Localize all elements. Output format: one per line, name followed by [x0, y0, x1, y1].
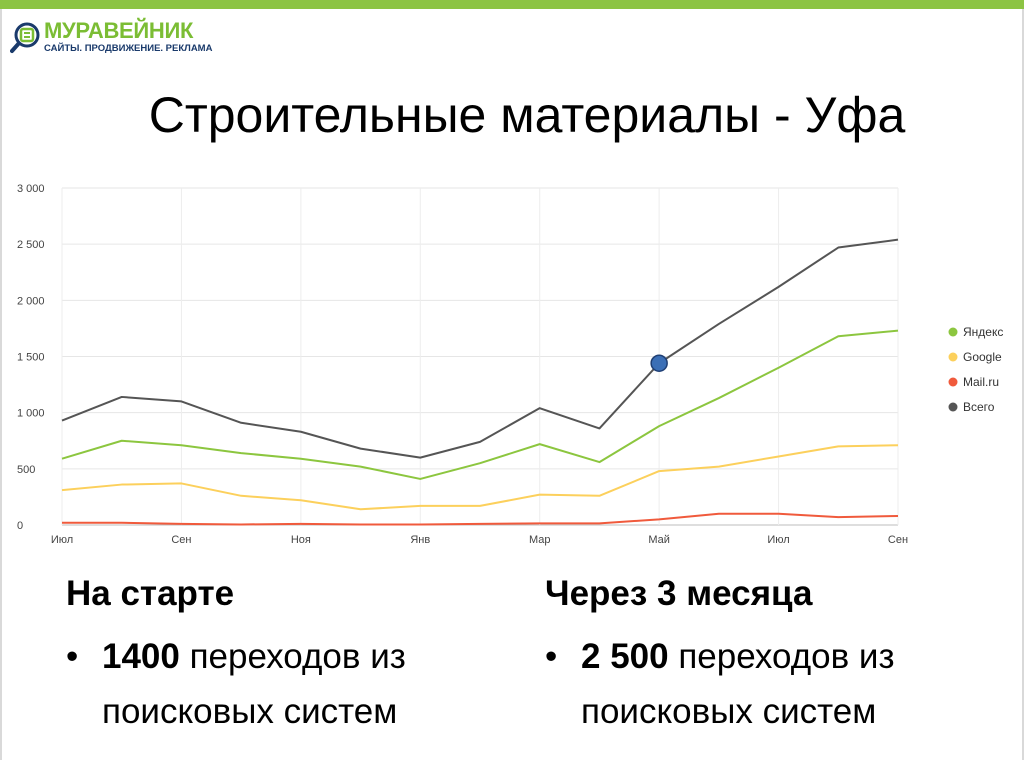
- start-line1-text: переходов из: [179, 637, 406, 676]
- slide-frame-right: [1022, 9, 1024, 760]
- x-tick-label: Сен: [888, 534, 908, 546]
- x-tick-label: Июл: [51, 534, 73, 546]
- after-bold-value: 2 500: [581, 637, 669, 676]
- bullet-icon: •: [545, 637, 558, 676]
- legend-swatch: [948, 402, 958, 412]
- highlight-point: [650, 354, 668, 372]
- y-axis-ticks: 0 500 1 000 1 500 2 000 2 500 3 000: [17, 183, 45, 532]
- x-axis-ticks: Июл Сен Ноя Янв Мар Май Июл Сен: [51, 534, 908, 546]
- legend-label: Mail.ru: [963, 375, 999, 389]
- slide-title: Строительные материалы - Уфа: [148, 87, 906, 143]
- logo-name: МУРАВЕЙНИК: [44, 18, 194, 43]
- after-line2-text: поисковых систем: [581, 692, 877, 731]
- slide-frame-left: [0, 9, 2, 760]
- y-tick-label: 2 000: [17, 295, 45, 307]
- chart-highlight: [650, 354, 668, 372]
- y-tick-label: 1 500: [17, 352, 45, 364]
- top-accent-bar: [0, 0, 1024, 9]
- logo: МУРАВЕЙНИК САЙТЫ. ПРОДВИЖЕНИЕ. РЕКЛАМА: [10, 16, 213, 56]
- chart-legend: Яндекс Google Mail.ru Всего: [948, 325, 1003, 414]
- after-heading: Через 3 месяца: [545, 574, 813, 613]
- series-line-Google: [61, 444, 899, 511]
- legend-swatch: [948, 352, 958, 362]
- x-tick-label: Июл: [767, 534, 789, 546]
- traffic-line-chart: 0 500 1 000 1 500 2 000 2 500 3 000 Июл Сен Ноя Я…: [17, 183, 1003, 546]
- x-tick-label: Ноя: [291, 534, 311, 546]
- logo-tagline: САЙТЫ. ПРОДВИЖЕНИЕ. РЕКЛАМА: [44, 43, 213, 54]
- y-tick-label: 2 500: [17, 239, 45, 251]
- legend-label: Всего: [963, 400, 995, 414]
- legend-swatch: [948, 327, 958, 337]
- x-tick-label: Янв: [410, 534, 430, 546]
- magnifier-icon: [10, 22, 40, 53]
- start-bullet: • 1400 переходов из: [66, 637, 406, 677]
- series-line-Mail.ru: [62, 512, 899, 526]
- after-bullet: • 2 500 переходов из: [545, 637, 895, 677]
- legend-label: Яндекс: [963, 325, 1003, 339]
- legend-label: Google: [963, 350, 1002, 364]
- y-tick-label: 3 000: [17, 183, 45, 195]
- y-tick-label: 0: [17, 520, 23, 532]
- chart-grid: [61, 187, 899, 526]
- series-line-Яндекс: [61, 329, 899, 480]
- chart-series: [61, 238, 899, 526]
- bullet-icon: •: [66, 637, 79, 676]
- x-tick-label: Мар: [529, 534, 551, 546]
- start-heading: На старте: [66, 574, 235, 613]
- x-tick-label: Сен: [171, 534, 191, 546]
- after-line1-text: переходов из: [668, 637, 895, 676]
- y-tick-label: 1 000: [17, 408, 45, 420]
- x-tick-label: Май: [648, 534, 670, 546]
- legend-swatch: [948, 377, 958, 387]
- y-tick-label: 500: [17, 464, 35, 476]
- start-bold-value: 1400: [102, 637, 180, 676]
- start-line2-text: поисковых систем: [102, 692, 398, 731]
- series-line-Всего: [61, 238, 899, 459]
